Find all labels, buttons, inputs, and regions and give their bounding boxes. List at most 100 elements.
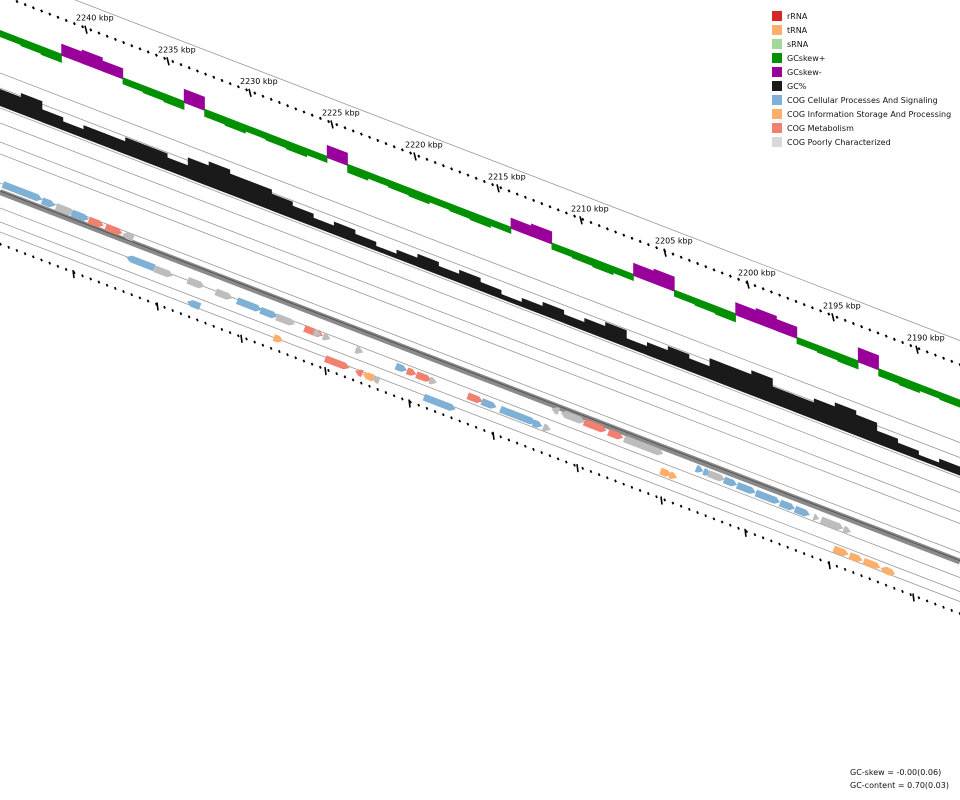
minor-tick: [392, 145, 396, 149]
gc-content-bar: [104, 133, 126, 155]
minor-tick: [220, 78, 224, 83]
gc-skew-positive-bar: [204, 108, 226, 125]
minor-tick: [310, 113, 314, 117]
minor-tick: [171, 59, 175, 64]
minor-tick: [474, 176, 478, 180]
minor-tick: [917, 347, 921, 351]
minor-tick: [901, 340, 905, 345]
minor-tick: [638, 239, 642, 244]
gc-content-bar: [146, 145, 168, 171]
minor-tick: [589, 220, 593, 225]
minor-tick: [704, 265, 708, 269]
tick-label: 2240 kbp: [76, 14, 114, 23]
minor-tick: [220, 327, 224, 331]
gc-skew-negative-bar: [776, 318, 798, 339]
minor-tick: [31, 6, 35, 10]
gene-arrow: [354, 346, 364, 354]
gene-arrow: [842, 525, 851, 534]
gc-content-bar: [584, 317, 606, 340]
gene-arrow: [323, 355, 350, 370]
minor-tick: [130, 293, 134, 297]
minor-tick: [827, 312, 831, 316]
minor-tick: [769, 539, 773, 543]
gene-arrow: [355, 369, 364, 378]
minor-tick: [302, 110, 306, 114]
minor-tick: [56, 264, 60, 268]
minor-tick: [327, 368, 330, 373]
minor-tick: [597, 224, 601, 228]
minor-tick: [728, 274, 732, 278]
minor-tick: [187, 315, 191, 319]
tick-label: 2215 kbp: [488, 172, 526, 181]
minor-tick: [532, 198, 536, 203]
gene-arrow: [848, 552, 863, 562]
minor-tick: [753, 533, 757, 537]
minor-tick: [40, 9, 44, 13]
minor-tick: [48, 12, 52, 16]
minor-tick: [335, 372, 339, 376]
minor-tick: [540, 201, 544, 206]
gene-arrow: [1, 181, 43, 202]
gene-arrow: [321, 332, 331, 341]
minor-tick: [368, 384, 371, 388]
legend-label: GCskew+: [787, 53, 826, 63]
minor-tick: [942, 356, 946, 360]
gc-skew-positive-bar: [0, 30, 22, 46]
legend-swatch: [772, 11, 782, 21]
gene-arrow: [832, 545, 849, 557]
minor-tick: [212, 75, 216, 79]
minor-tick: [737, 277, 741, 281]
minor-tick: [556, 457, 560, 461]
minor-tick: [835, 564, 839, 568]
minor-tick: [950, 608, 954, 612]
gene-arrow: [235, 297, 262, 312]
gc-skew-positive-bar: [592, 258, 614, 276]
minor-tick: [417, 154, 421, 158]
major-tick: [496, 184, 500, 193]
minor-tick: [450, 416, 453, 420]
minor-tick: [89, 277, 93, 281]
minor-tick: [343, 126, 347, 130]
minor-tick: [146, 50, 150, 54]
legend-label: tRNA: [787, 25, 808, 35]
minor-tick: [56, 15, 60, 19]
minor-tick: [942, 605, 945, 609]
minor-tick: [245, 337, 248, 341]
minor-tick: [523, 444, 527, 448]
minor-tick: [441, 413, 445, 417]
minor-tick: [728, 523, 732, 527]
gc-skew-positive-bar: [714, 305, 736, 323]
minor-tick: [286, 104, 290, 108]
tick-label: 2190 kbp: [907, 334, 945, 343]
gc-content-bar: [646, 342, 669, 364]
gene-arrow: [405, 367, 417, 376]
legend-item-gcskew-minus: GCskew-: [772, 65, 951, 79]
minor-tick: [843, 318, 847, 323]
major-tick: [663, 248, 667, 257]
gene-arrow: [40, 197, 56, 208]
gc-content-bar: [939, 458, 960, 476]
minor-tick: [720, 271, 724, 275]
gc-content-bar: [542, 301, 565, 324]
minor-tick: [359, 132, 363, 136]
tick-label: 2195 kbp: [823, 301, 861, 310]
minor-tick: [64, 18, 68, 23]
minor-tick: [868, 577, 872, 581]
gc-content-bar: [396, 249, 418, 267]
gc-skew-positive-bar: [490, 218, 512, 234]
minor-tick: [138, 47, 142, 51]
minor-tick: [392, 394, 396, 398]
minor-tick: [48, 261, 52, 265]
minor-tick: [860, 574, 863, 578]
minor-tick: [179, 312, 183, 316]
major-tick: [828, 561, 831, 570]
minor-tick: [769, 290, 773, 294]
minor-tick: [851, 321, 855, 326]
guide-line: [0, 153, 960, 524]
gene-arrow: [466, 392, 483, 403]
major-tick: [915, 345, 919, 354]
gc-skew-negative-bar: [81, 49, 103, 72]
minor-tick: [163, 305, 166, 309]
minor-tick: [646, 242, 650, 247]
major-tick: [166, 57, 170, 66]
